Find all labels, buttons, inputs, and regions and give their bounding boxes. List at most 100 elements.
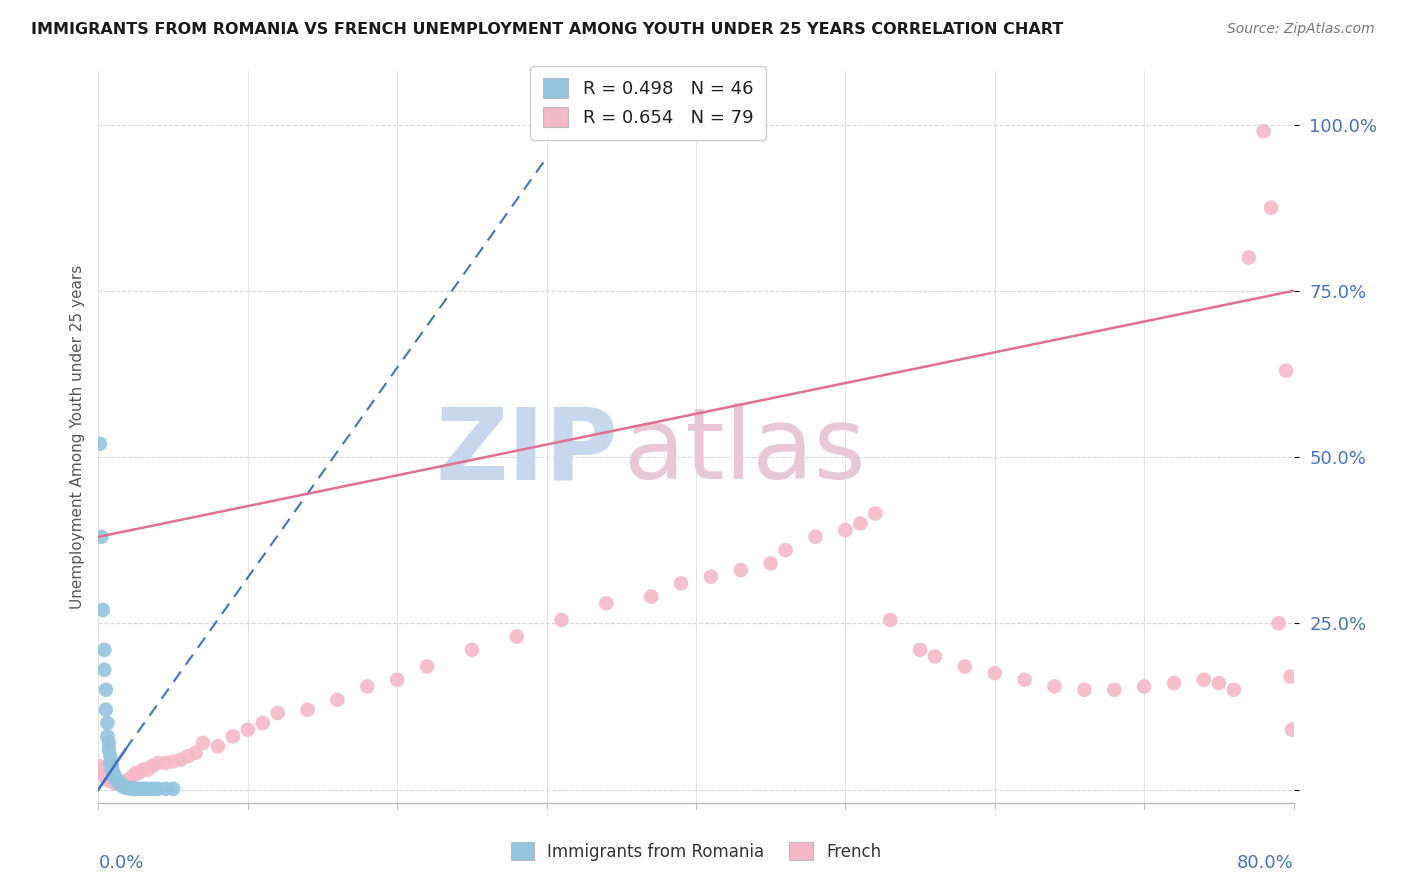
Point [121,769,143,783]
Point [96,716,118,731]
Point [1014,673,1036,687]
Point [953,659,976,673]
Point [104,776,127,790]
Point [107,774,129,789]
Point [127,781,149,796]
Point [1192,673,1215,687]
Point [89,759,111,773]
Point [129,781,152,796]
Text: atlas: atlas [624,403,866,500]
Point [125,765,148,780]
Point [162,755,184,769]
Point [132,763,155,777]
Point [143,781,166,796]
Point [105,776,128,790]
Point [191,736,214,750]
Point [101,774,124,789]
Point [1267,616,1289,631]
Point [162,781,184,796]
Point [879,613,901,627]
Point [222,729,245,743]
Point [96,729,118,743]
Point [98,773,122,788]
Point [141,759,163,773]
Point [700,570,723,584]
Point [93,663,115,677]
Text: ZIP: ZIP [436,403,619,500]
Point [103,768,125,782]
Point [115,780,138,795]
Point [1133,680,1156,694]
Point [94,682,117,697]
Point [90,763,112,777]
Point [924,649,946,664]
Point [93,643,115,657]
Point [849,516,872,531]
Point [1163,676,1185,690]
Point [984,666,1007,681]
Point [326,692,349,706]
Point [111,778,134,792]
Point [118,772,141,787]
Point [103,765,125,780]
Point [1260,201,1282,215]
Point [124,781,146,796]
Point [136,763,159,777]
Point [117,781,139,796]
Point [111,779,134,793]
Y-axis label: Unemployment Among Youth under 25 years: Unemployment Among Youth under 25 years [69,265,84,609]
Point [730,563,752,577]
Point [1223,682,1246,697]
Point [114,780,136,795]
Point [112,780,135,794]
Point [93,769,115,783]
Point [1253,124,1275,138]
Point [97,742,120,756]
Point [267,706,290,720]
Point [865,507,887,521]
Point [94,771,117,785]
Legend: Immigrants from Romania, French: Immigrants from Romania, French [503,836,889,868]
Point [169,753,191,767]
Point [112,778,135,792]
Point [252,716,274,731]
Point [148,756,170,770]
Point [1073,682,1095,697]
Point [236,723,259,737]
Point [297,703,319,717]
Point [385,673,409,687]
Point [91,765,114,780]
Point [356,680,378,694]
Point [101,763,124,777]
Point [461,643,484,657]
Point [1275,363,1298,377]
Point [135,781,157,796]
Point [139,781,162,796]
Point [207,739,229,754]
Point [105,772,128,786]
Point [90,530,112,544]
Point [669,576,692,591]
Point [1237,251,1260,265]
Point [506,630,529,644]
Point [550,613,572,627]
Point [97,736,120,750]
Point [103,775,125,789]
Point [775,543,797,558]
Point [98,749,122,764]
Point [91,603,114,617]
Text: IMMIGRANTS FROM ROMANIA VS FRENCH UNEMPLOYMENT AMONG YOUTH UNDER 25 YEARS CORREL: IMMIGRANTS FROM ROMANIA VS FRENCH UNEMPL… [31,22,1063,37]
Point [111,779,134,793]
Point [110,777,132,791]
Point [108,777,131,791]
Point [1281,723,1303,737]
Point [110,778,132,792]
Point [110,777,132,791]
Point [1208,676,1230,690]
Point [595,596,617,610]
Point [177,749,200,764]
Point [89,436,111,450]
Point [101,759,124,773]
Point [125,781,148,796]
Point [117,772,139,787]
